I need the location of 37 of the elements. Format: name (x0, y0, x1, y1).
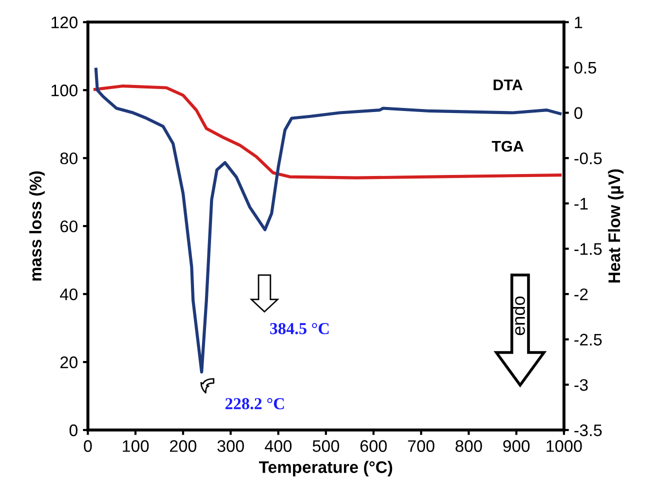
x-tick-label: 1000 (546, 440, 582, 452)
y-tick-label: 0 (70, 424, 78, 436)
y-tick-label: 20 (60, 356, 78, 368)
x-tick-label: 600 (360, 440, 387, 452)
y2-tick-label: 1 (574, 16, 582, 28)
y-tick-label: 80 (60, 152, 78, 164)
y2-tick-label: -1 (574, 198, 588, 210)
annotation: 228.2 °C (225, 398, 284, 410)
x-tick-label: 200 (170, 440, 196, 452)
series-label: TGA (492, 140, 524, 152)
y-tick-label: 100 (52, 84, 78, 96)
x-tick-label: 0 (84, 440, 92, 452)
series-label: DTA (494, 80, 523, 90)
x-tick-label: 700 (408, 440, 434, 452)
y2-tick-label: 0.5 (574, 62, 596, 74)
y2-tick-label: -3 (574, 379, 588, 391)
y-tick-label: 120 (52, 16, 78, 28)
y-tick-label: 60 (60, 220, 78, 232)
x-tick-label: 400 (264, 440, 292, 452)
x-tick-label: 300 (217, 440, 244, 452)
y2-tick-label: -1.5 (574, 243, 602, 255)
annotation: 384.5 °C (270, 323, 329, 334)
x-axis-title: Temperature (°C) (259, 460, 392, 476)
x-tick-label: 800 (456, 440, 482, 452)
y-tick-label: 40 (60, 288, 78, 300)
y2-tick-label: 0 (574, 107, 582, 119)
line-series (94, 68, 562, 374)
y2-tick-label: -2 (574, 288, 588, 300)
y2-tick-label: -3.5 (574, 424, 602, 436)
annotation: endo (512, 296, 526, 336)
x-tick-label: 100 (122, 440, 149, 452)
y-axis-title: mass loss (%) (29, 171, 45, 281)
y2-tick-label: -2.5 (574, 334, 602, 346)
x-tick-label: 900 (503, 440, 530, 452)
x-tick-label: 500 (312, 440, 340, 452)
y2-axis-title: Heat Flow (µV) (608, 169, 624, 283)
y2-tick-label: -0.5 (574, 152, 602, 164)
